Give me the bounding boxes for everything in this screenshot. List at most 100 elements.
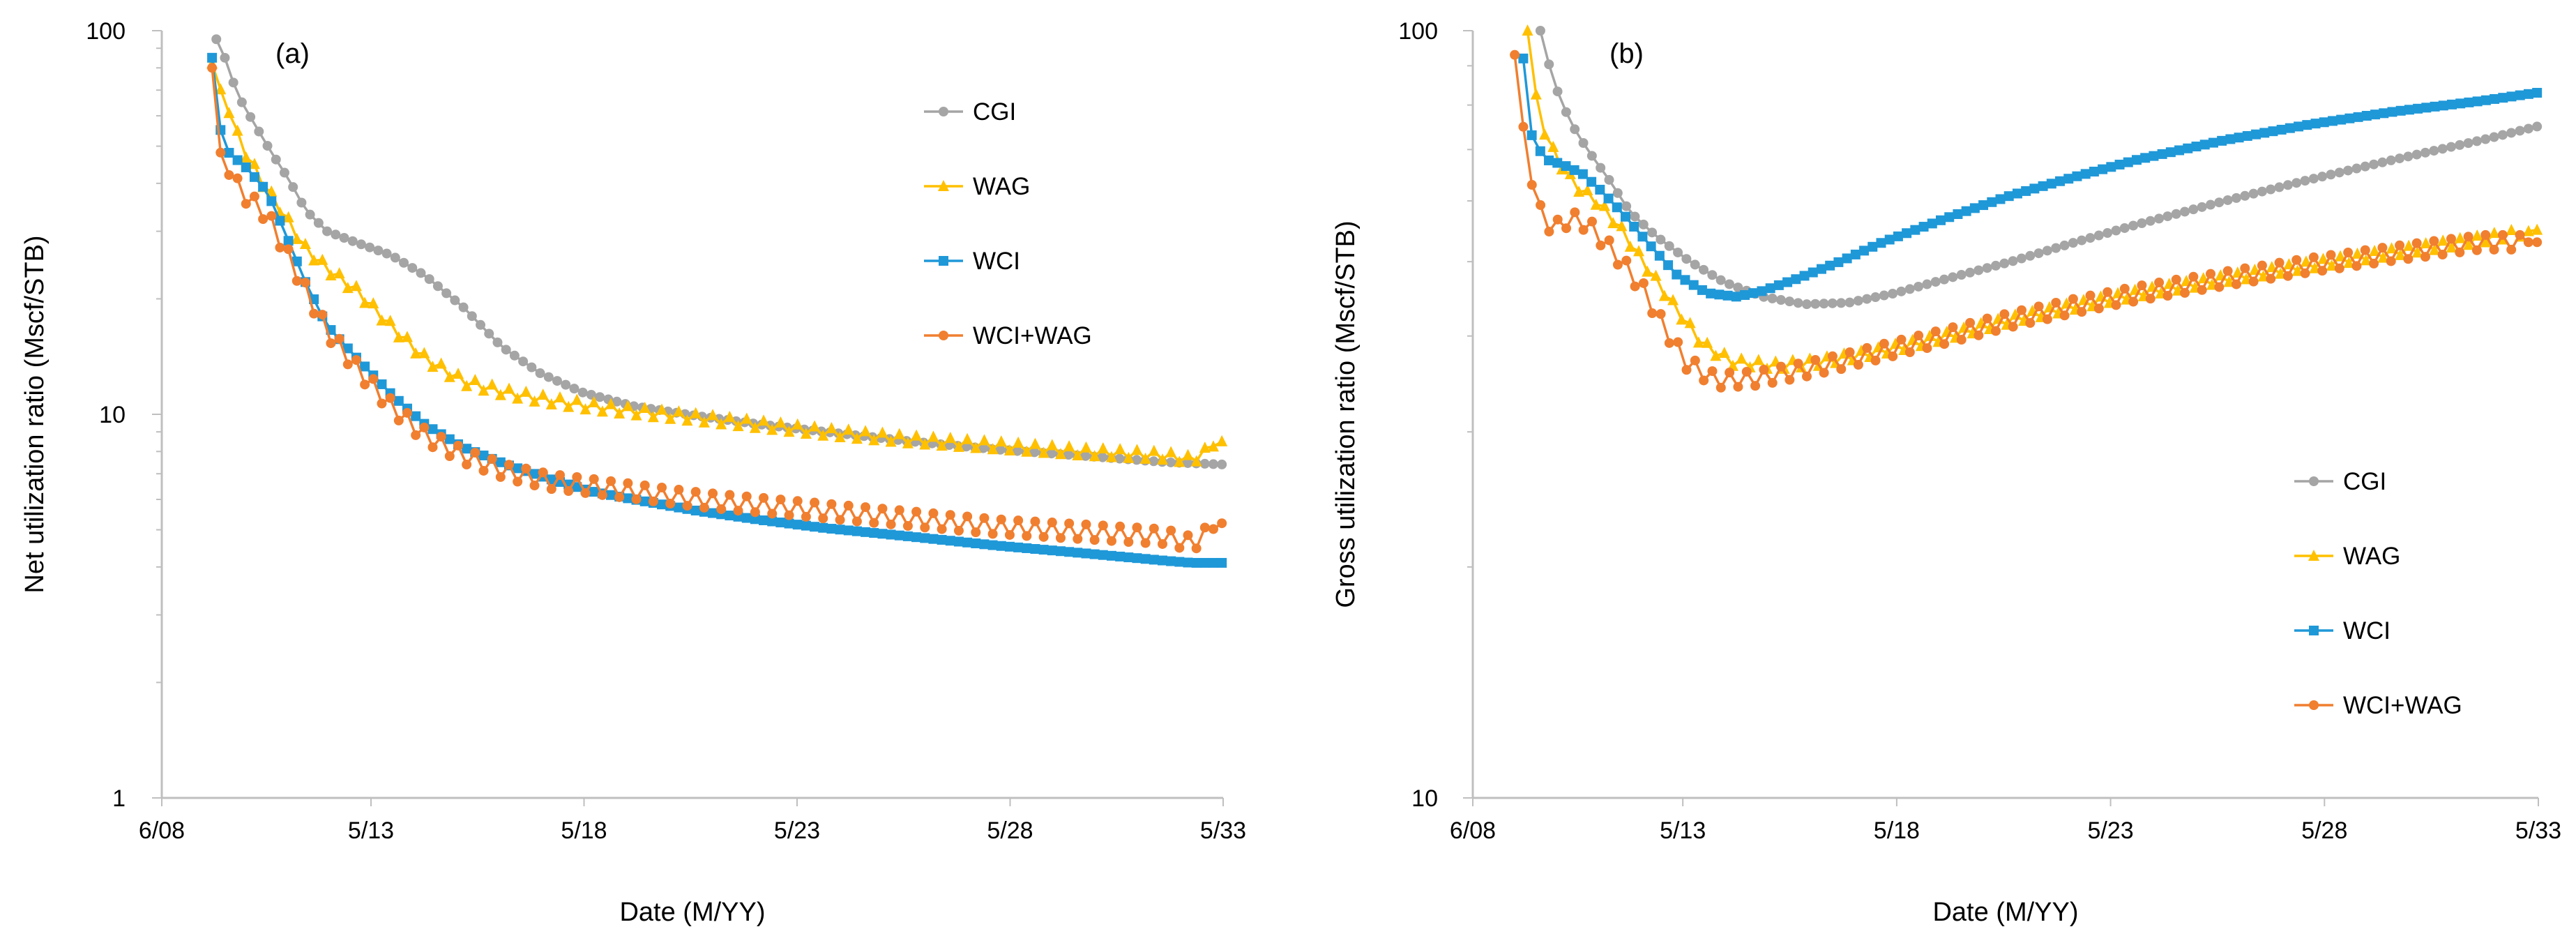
data-point <box>2446 99 2457 110</box>
data-point <box>228 77 238 88</box>
data-point <box>1174 557 1185 567</box>
data-point <box>207 63 218 73</box>
series-wci <box>1518 53 2543 302</box>
data-point <box>2248 188 2259 199</box>
data-point <box>444 434 455 444</box>
data-point <box>2429 236 2439 246</box>
data-point <box>2214 282 2225 292</box>
data-point <box>1810 355 1821 365</box>
data-point <box>342 282 354 294</box>
data-point <box>2145 216 2155 226</box>
data-point <box>1793 298 1803 308</box>
data-point <box>945 536 955 546</box>
data-point <box>377 398 387 409</box>
legend-item: WCI <box>924 248 1020 275</box>
data-point <box>1688 280 1699 290</box>
data-point <box>1183 557 1193 568</box>
data-point <box>1833 257 1844 267</box>
data-point <box>232 173 243 183</box>
data-point <box>529 481 540 491</box>
data-point <box>2068 294 2078 304</box>
data-point <box>1765 283 1775 294</box>
legend-item: WAG <box>2294 543 2400 570</box>
data-point <box>979 513 990 523</box>
data-point <box>526 362 537 372</box>
data-point <box>2411 246 2423 258</box>
legend-item: CGI <box>2294 468 2386 495</box>
x-tick-label: 5/13 <box>1660 817 1706 844</box>
data-point <box>1681 254 1692 264</box>
data-point <box>1836 298 1847 308</box>
data-point <box>1879 338 1889 349</box>
data-point <box>690 505 701 515</box>
data-point <box>1690 355 1700 365</box>
data-point <box>2463 239 2475 250</box>
data-point <box>595 392 605 402</box>
data-point <box>2077 307 2087 317</box>
data-point <box>2310 119 2321 129</box>
data-point <box>766 423 778 435</box>
data-point <box>1539 128 1551 140</box>
data-point <box>1658 289 1670 301</box>
data-point <box>407 263 418 273</box>
data-point <box>580 488 591 498</box>
data-point <box>1208 459 1218 469</box>
legend-label: CGI <box>973 98 1016 126</box>
data-point <box>2523 123 2533 134</box>
data-point <box>2291 255 2302 265</box>
data-point <box>2327 116 2338 126</box>
data-point <box>2351 247 2363 259</box>
data-point <box>1664 241 1674 251</box>
data-point <box>894 530 904 541</box>
legend-label: WCI <box>2343 617 2391 644</box>
data-point <box>1596 240 1606 250</box>
data-point <box>309 308 319 319</box>
data-point <box>1680 275 1690 285</box>
data-point <box>2420 252 2431 262</box>
data-point <box>1029 437 1041 449</box>
data-point <box>1673 247 1683 257</box>
series-layer <box>1510 24 2543 393</box>
data-point <box>1183 530 1193 541</box>
data-point <box>1664 338 1674 348</box>
data-point <box>2231 193 2241 203</box>
data-point <box>1131 455 1142 465</box>
legend: CGI WAG WCI WCI+WAG <box>2294 468 2462 719</box>
data-point <box>1097 442 1109 453</box>
data-point <box>2038 181 2048 191</box>
data-point <box>1098 520 1108 531</box>
data-point <box>1054 448 1066 460</box>
data-point <box>1577 169 1588 179</box>
data-point <box>1590 198 1602 210</box>
data-point <box>725 511 735 521</box>
data-point <box>861 527 871 537</box>
data-point <box>2336 114 2347 125</box>
data-point <box>232 155 243 165</box>
legend-label: WAG <box>973 173 1030 200</box>
data-point <box>2437 250 2448 260</box>
data-point <box>1741 366 1752 377</box>
data-point <box>453 440 463 451</box>
data-point <box>1123 537 1134 548</box>
data-point <box>2016 253 2026 264</box>
data-point <box>1586 176 1597 187</box>
data-point <box>339 233 349 243</box>
data-point <box>2343 248 2354 258</box>
data-point <box>1038 446 1050 458</box>
data-point <box>291 276 302 286</box>
data-point <box>1647 308 1658 319</box>
data-point <box>419 422 430 432</box>
data-point <box>2282 271 2293 281</box>
data-point <box>953 536 964 547</box>
data-point <box>1207 440 1219 452</box>
data-point <box>2326 169 2336 180</box>
data-point <box>2377 243 2388 253</box>
data-point <box>1552 214 1563 225</box>
data-point <box>708 488 718 499</box>
data-point <box>623 478 633 488</box>
data-point <box>928 508 939 518</box>
data-point <box>2165 147 2176 158</box>
data-point <box>1030 516 1040 527</box>
data-point <box>767 516 778 527</box>
data-point <box>725 490 735 500</box>
